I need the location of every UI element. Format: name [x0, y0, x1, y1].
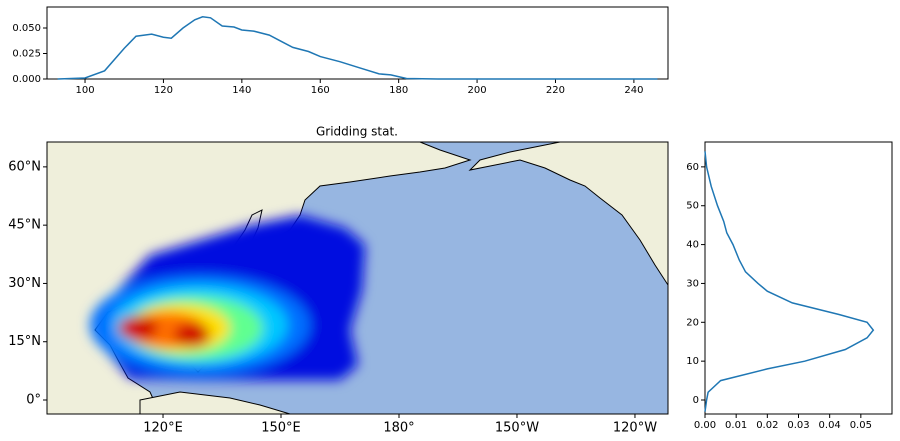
- y-tick-label: 60: [686, 162, 699, 173]
- x-tick-label: 120°E: [143, 421, 183, 436]
- axes-frame: [704, 141, 893, 415]
- y-tick-label: 50: [686, 201, 699, 212]
- x-tick-label: 0.00: [694, 420, 716, 431]
- x-tick-label: 120°W: [613, 421, 657, 436]
- kde-line: [704, 151, 875, 412]
- x-tick-label: 120: [154, 85, 173, 96]
- y-tick-label: 0.000: [12, 74, 41, 85]
- x-tick-label: 180: [389, 85, 408, 96]
- y-tick-label: 30°N: [8, 276, 41, 291]
- y-tick-label: 0.050: [12, 23, 41, 34]
- axes-frame: [46, 6, 669, 80]
- x-tick-label: 150°W: [495, 421, 539, 436]
- y-tick-label: 45°N: [8, 218, 41, 233]
- land: [139, 391, 291, 414]
- kde-line: [57, 16, 658, 80]
- y-tick-label: 30: [686, 278, 699, 289]
- y-tick-label: 15°N: [8, 334, 41, 349]
- map-background: [47, 142, 668, 414]
- density-field: [90, 215, 365, 380]
- y-tick-label: 0.025: [12, 49, 41, 60]
- x-tick-label: 200: [468, 85, 487, 96]
- map-title: Gridding stat.: [316, 125, 398, 139]
- x-tick-label: 180°: [383, 421, 414, 436]
- x-tick-label: 160: [311, 85, 330, 96]
- axes-frame: [46, 141, 669, 415]
- x-tick-label: 150°E: [261, 421, 301, 436]
- y-tick-label: 0: [693, 395, 699, 406]
- x-tick-label: 220: [546, 85, 565, 96]
- x-tick-label: 240: [624, 85, 643, 96]
- x-tick-label: 140: [232, 85, 251, 96]
- y-tick-label: 20: [686, 317, 699, 328]
- y-tick-label: 60°N: [8, 159, 41, 174]
- y-tick-label: 40: [686, 240, 699, 251]
- x-tick-label: 0.03: [787, 420, 809, 431]
- x-tick-label: 0.05: [850, 420, 872, 431]
- y-tick-label: 10: [686, 356, 699, 367]
- land: [468, 142, 668, 286]
- x-tick-label: 0.04: [819, 420, 841, 431]
- x-tick-label: 0.01: [725, 420, 747, 431]
- x-tick-label: 100: [75, 85, 94, 96]
- y-tick-label: 0°: [26, 393, 41, 408]
- x-tick-label: 0.02: [756, 420, 778, 431]
